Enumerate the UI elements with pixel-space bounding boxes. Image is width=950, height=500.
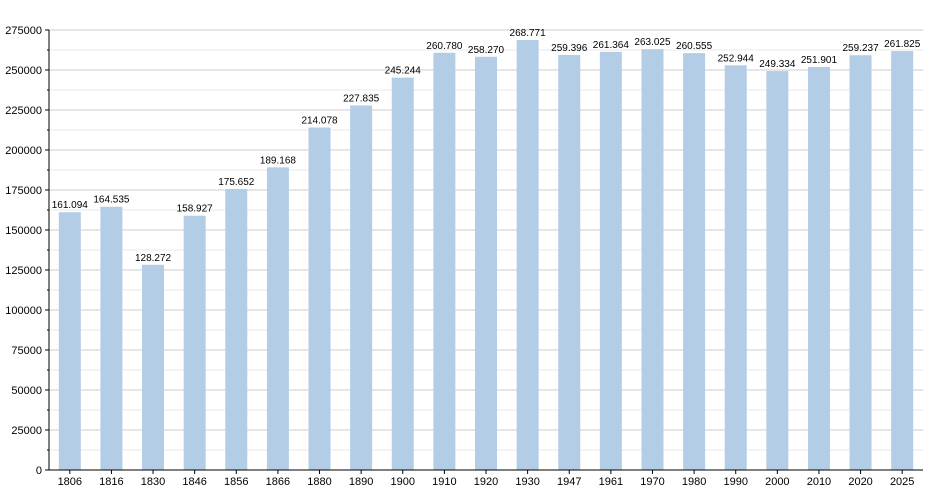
bar — [849, 55, 872, 471]
bar — [724, 65, 747, 470]
y-tick-label: 75000 — [11, 345, 42, 357]
bar — [599, 51, 622, 471]
bar — [225, 188, 248, 471]
bar — [433, 52, 456, 470]
bar — [641, 49, 664, 470]
data-label: 252.944 — [718, 53, 755, 64]
x-tick-label: 1910 — [432, 476, 456, 488]
data-label: 175.652 — [218, 177, 255, 188]
data-label: 261.364 — [593, 40, 630, 51]
bar — [350, 105, 373, 471]
x-tick-label: 1856 — [224, 476, 248, 488]
data-label: 261.825 — [884, 39, 921, 50]
y-tick-label: 50000 — [11, 385, 42, 397]
y-tick-label: 225000 — [5, 105, 42, 117]
x-tick-label: 1816 — [99, 476, 123, 488]
y-tick-label: 200000 — [5, 145, 42, 157]
bar — [558, 54, 581, 470]
bar — [475, 56, 497, 470]
y-tick-label: 175000 — [5, 185, 42, 197]
y-tick-label: 275000 — [5, 25, 42, 37]
y-tick-label: 150000 — [5, 225, 42, 237]
x-tick-label: 1880 — [307, 476, 331, 488]
data-label: 259.237 — [842, 43, 879, 54]
data-label: 263.025 — [634, 37, 671, 48]
y-tick-label: 100000 — [5, 305, 42, 317]
data-label: 245.244 — [385, 66, 422, 77]
x-tick-label: 1980 — [682, 476, 706, 488]
x-tick-label: 2020 — [848, 476, 872, 488]
x-tick-label: 1890 — [349, 476, 373, 488]
bar — [516, 39, 539, 470]
data-label: 258.270 — [468, 45, 505, 56]
bar — [100, 206, 123, 470]
data-label: 251.901 — [801, 55, 838, 66]
data-label: 249.334 — [759, 59, 796, 70]
x-tick-label: 1930 — [515, 476, 539, 488]
y-tick-label: 25000 — [11, 425, 42, 437]
x-tick-label: 2000 — [765, 476, 789, 488]
bar — [766, 71, 789, 470]
x-tick-label: 2010 — [807, 476, 831, 488]
bars — [58, 39, 914, 471]
data-label: 189.168 — [260, 155, 297, 166]
bar — [308, 127, 331, 471]
x-tick-label: 1970 — [640, 476, 664, 488]
labels: 0 25000 50000 75000 100000 125000 150000 175000… — [5, 25, 920, 488]
x-tick-label: 1806 — [58, 476, 82, 488]
bar — [142, 264, 165, 470]
data-label: 158.927 — [177, 204, 214, 215]
data-label: 227.835 — [343, 93, 380, 104]
data-label: 128.272 — [135, 253, 172, 264]
data-label: 164.535 — [93, 195, 130, 206]
x-tick-label: 1846 — [182, 476, 206, 488]
x-tick-label: 1900 — [391, 476, 415, 488]
x-tick-label: 1990 — [723, 476, 747, 488]
bar — [683, 53, 706, 470]
data-label: 260.555 — [676, 41, 713, 52]
x-tick-label: 2025 — [890, 476, 914, 488]
data-label: 161.094 — [52, 200, 89, 211]
bar — [807, 66, 830, 470]
bar — [391, 77, 414, 471]
x-tick-label: 1947 — [557, 476, 581, 488]
data-label: 214.078 — [301, 115, 338, 126]
bar — [891, 51, 914, 471]
y-tick-label: 125000 — [5, 265, 42, 277]
y-tick-label: 250000 — [5, 65, 42, 77]
x-tick-label: 1920 — [474, 476, 498, 488]
bar — [183, 215, 206, 470]
data-label: 259.396 — [551, 43, 588, 54]
x-tick-label: 1866 — [266, 476, 290, 488]
axes — [45, 29, 923, 474]
bar — [58, 212, 81, 470]
data-label: 268.771 — [510, 28, 547, 39]
y-tick-label: 0 — [36, 465, 42, 477]
bar — [266, 167, 289, 470]
x-tick-label: 1830 — [141, 476, 165, 488]
data-label: 260.780 — [426, 41, 463, 52]
x-tick-label: 1961 — [599, 476, 623, 488]
